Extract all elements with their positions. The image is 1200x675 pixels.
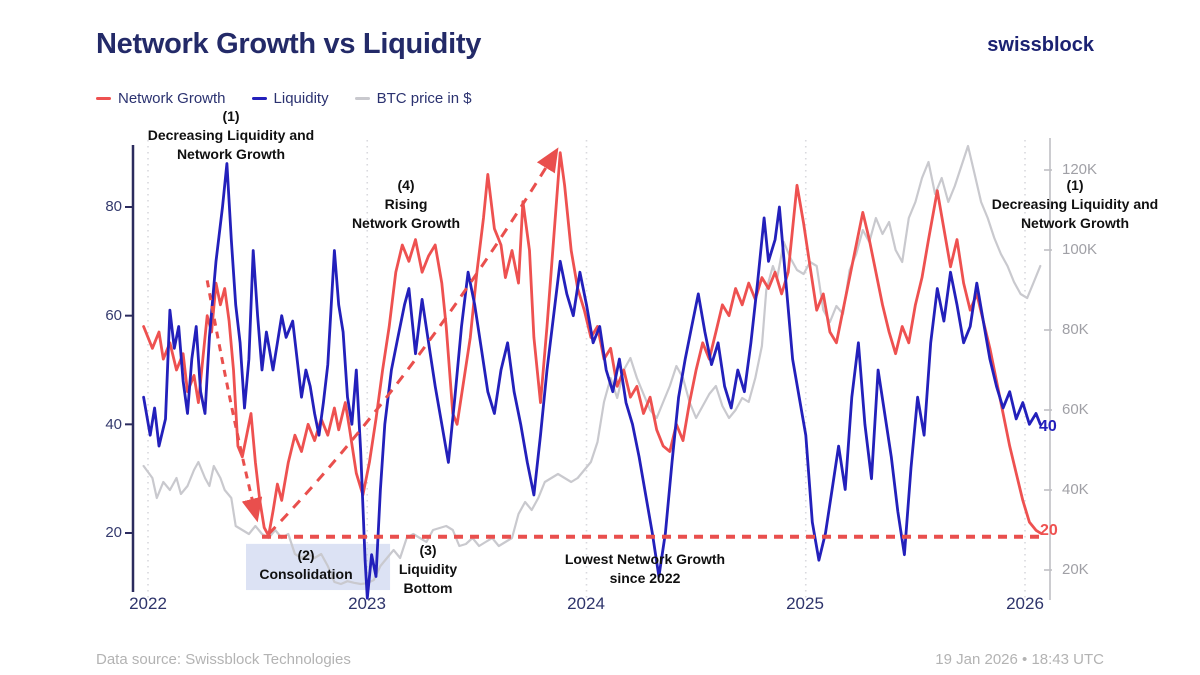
- legend-item-btc-price: BTC price in $: [354, 90, 472, 107]
- right-axis-tick: 40K: [1062, 481, 1089, 498]
- x-axis-tick: 2023: [348, 594, 386, 613]
- x-axis-tick: 2026: [1006, 594, 1044, 613]
- liquidity-current-value: 40: [1039, 418, 1057, 435]
- annotation-rising-network-growth: (4) Rising Network Growth: [351, 177, 461, 231]
- legend-label: Liquidity: [273, 90, 329, 107]
- right-axis-tick: 120K: [1062, 161, 1098, 178]
- legend-item-liquidity: Liquidity: [251, 90, 329, 107]
- left-axis-tick: 60: [105, 307, 122, 324]
- legend-label: BTC price in $: [376, 90, 472, 107]
- page-title: Network Growth vs Liquidity: [96, 28, 482, 60]
- annotation-consolidation: (2) Consolidation: [259, 547, 353, 582]
- legend-item-network-growth: Network Growth: [96, 90, 226, 107]
- x-axis-tick: 2025: [786, 594, 824, 613]
- right-axis-tick: 100K: [1062, 241, 1098, 258]
- right-axis-tick: 20K: [1062, 561, 1089, 578]
- legend-dash-icon: [96, 97, 111, 100]
- timestamp: 19 Jan 2026 • 18:43 UTC: [935, 651, 1104, 668]
- x-axis-tick: 2024: [567, 594, 605, 613]
- left-axis-tick: 80: [105, 198, 122, 215]
- series-network-growth: [142, 151, 1042, 538]
- data-source: Data source: Swissblock Technologies: [96, 651, 351, 668]
- x-axis-tick: 2022: [129, 594, 167, 613]
- network-growth-current-value: 20: [1040, 522, 1058, 539]
- legend-label: Network Growth: [118, 90, 226, 107]
- arrow-up-icon: [267, 147, 559, 536]
- right-axis-tick: 80K: [1062, 321, 1089, 338]
- annotation-decreasing-left: (1) Decreasing Liquidity and Network Gro…: [147, 108, 315, 162]
- swissblock-logo: swissblock: [987, 34, 1094, 56]
- annotation-decreasing-right: (1) Decreasing Liquidity and Network Gro…: [991, 177, 1159, 231]
- right-axis-tick: 60K: [1062, 401, 1089, 418]
- legend: Network Growth Liquidity BTC price in $: [96, 90, 472, 107]
- left-axis-tick: 40: [105, 416, 122, 433]
- left-axis-tick: 20: [105, 524, 122, 541]
- legend-dash-icon: [251, 97, 267, 100]
- series-liquidity: [142, 162, 1042, 600]
- legend-dash-icon: [354, 97, 370, 100]
- arrow-down-icon: [205, 280, 263, 523]
- annotation-liquidity-bottom: (3) Liquidity Bottom: [398, 542, 458, 596]
- annotation-lowest-network-growth: Lowest Network Growth since 2022: [564, 551, 726, 586]
